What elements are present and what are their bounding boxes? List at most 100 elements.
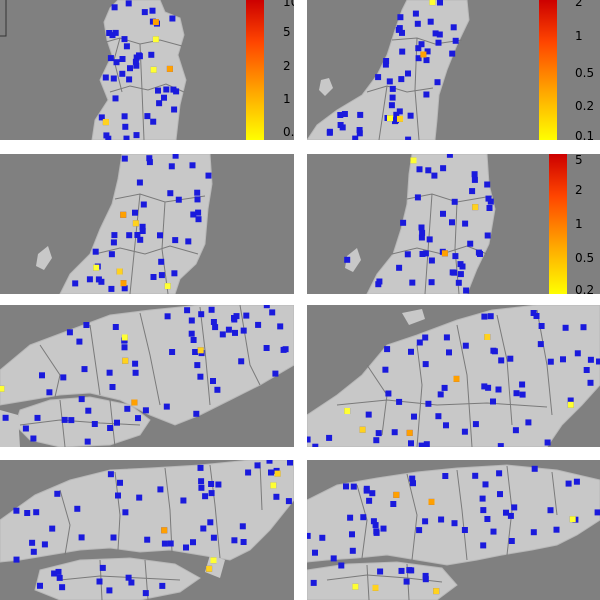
station-marker [450, 24, 457, 31]
station-marker [24, 510, 31, 516]
station-marker [202, 493, 209, 500]
station-marker [142, 407, 149, 414]
station-marker [326, 434, 333, 441]
station-marker [158, 258, 165, 265]
station-marker [183, 544, 189, 551]
colorbar-tick: 2 [283, 59, 291, 73]
highlight-station-marker [164, 283, 171, 290]
station-marker [415, 55, 422, 62]
station-marker [432, 30, 439, 37]
station-markers [307, 310, 600, 447]
station-marker [195, 216, 202, 223]
station-marker [78, 534, 85, 541]
station-marker [78, 396, 85, 403]
highlight-station-marker [197, 347, 204, 354]
station-marker [338, 562, 345, 569]
map-panel-4: 5 2 1 0.5 0.2 [307, 154, 600, 294]
station-marker [434, 79, 441, 86]
station-marker [263, 345, 270, 351]
station-marker [383, 58, 390, 64]
station-marker [146, 159, 153, 166]
station-marker [51, 570, 58, 577]
highlight-station-marker [344, 408, 351, 414]
station-marker [125, 574, 132, 581]
highlight-station-marker [150, 66, 157, 73]
station-marker [485, 384, 492, 391]
map-canvas-7 [0, 460, 294, 600]
map-panel-3 [0, 154, 294, 294]
station-marker [310, 579, 317, 586]
station-marker [107, 425, 114, 431]
station-marker [580, 324, 587, 331]
station-marker [446, 154, 453, 158]
station-marker [157, 232, 163, 239]
station-marker [408, 348, 414, 355]
highlight-station-marker [372, 584, 379, 591]
station-marker [513, 390, 520, 397]
station-marker [423, 441, 430, 447]
highlight-markers [352, 491, 576, 595]
highlight-station-marker [270, 482, 277, 489]
colorbar-tick: 10 [283, 0, 294, 9]
station-marker [55, 568, 62, 575]
highlight-station-marker [210, 557, 217, 564]
station-marker [110, 239, 117, 246]
station-marker [198, 478, 205, 485]
station-marker [376, 278, 383, 285]
station-marker [366, 497, 373, 504]
station-marker [140, 201, 147, 208]
coastline-island [36, 246, 52, 270]
station-marker [418, 41, 425, 48]
station-marker [583, 367, 590, 373]
station-marker [431, 172, 438, 179]
station-marker [245, 469, 252, 476]
highlight-station-marker [397, 115, 403, 122]
station-markers [0, 305, 289, 445]
station-marker [484, 181, 491, 188]
station-marker [423, 57, 430, 64]
station-marker [339, 124, 346, 131]
highlight-markers [161, 470, 281, 572]
station-marker [388, 102, 395, 109]
station-marker [123, 43, 130, 50]
station-marker [121, 285, 128, 292]
highlight-markers [93, 211, 171, 290]
station-marker [190, 539, 196, 546]
highlight-markers [344, 334, 574, 436]
station-marker [114, 419, 120, 426]
station-marker [126, 232, 133, 239]
colorbar-tick: 0.2 [575, 99, 594, 113]
station-marker [171, 270, 178, 277]
station-marker [30, 548, 37, 555]
station-marker [352, 135, 359, 140]
station-marker [189, 162, 196, 169]
station-marker [125, 0, 132, 7]
station-marker [184, 307, 191, 314]
highlight-station-marker [569, 516, 576, 523]
station-marker [396, 264, 403, 271]
station-marker [451, 520, 458, 527]
station-marker [133, 132, 140, 139]
station-marker [171, 106, 178, 113]
station-marker [562, 324, 569, 331]
station-marker [86, 276, 93, 283]
station-marker [215, 481, 222, 488]
coastline-tohoku [366, 154, 496, 294]
station-marker [400, 219, 407, 226]
station-marker [194, 196, 201, 203]
station-marker [530, 310, 537, 316]
station-marker [232, 329, 238, 336]
station-marker [480, 542, 487, 549]
station-marker [547, 358, 554, 365]
station-marker [193, 410, 200, 417]
station-marker [66, 329, 73, 336]
station-marker [207, 519, 214, 526]
station-marker [92, 248, 99, 255]
station-marker [486, 205, 493, 211]
station-marker [111, 4, 118, 11]
station-marker [109, 384, 116, 390]
station-marker [22, 425, 29, 432]
station-marker [34, 414, 41, 421]
station-marker [168, 163, 175, 170]
highlight-station-marker [120, 280, 127, 287]
